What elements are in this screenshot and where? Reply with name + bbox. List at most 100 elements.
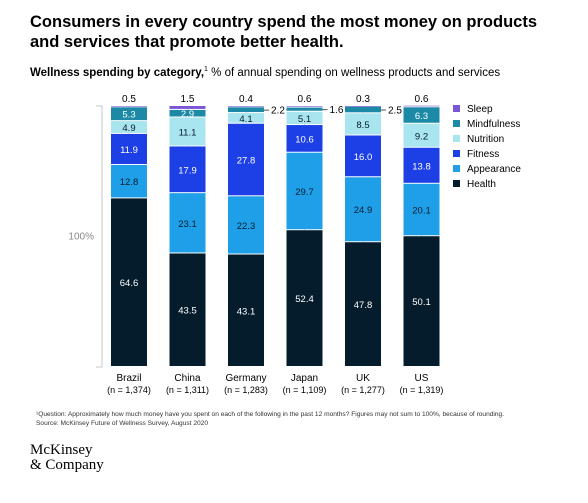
bar-segment-uk-sleep bbox=[345, 106, 381, 107]
bar-segment-china-mindfulness bbox=[169, 109, 206, 117]
subtitle-rest: % of annual spending on wellness product… bbox=[207, 66, 501, 79]
value-label-china-nutrition: 11.1 bbox=[179, 127, 197, 138]
category-label-brazil: Brazil bbox=[116, 373, 141, 384]
sample-size-china: (n = 1,311) bbox=[166, 385, 209, 395]
value-label-us-sleep: 0.6 bbox=[415, 94, 429, 105]
bar-segment-germany-health bbox=[228, 254, 264, 366]
bar-segment-brazil-fitness bbox=[111, 133, 147, 164]
value-label-china-appearance: 23.1 bbox=[178, 219, 197, 230]
legend-label-sleep: Sleep bbox=[467, 104, 493, 115]
bar-segment-us-health bbox=[403, 236, 440, 366]
value-label-brazil-nutrition: 4.9 bbox=[122, 123, 135, 134]
bar-segment-japan-health bbox=[286, 230, 323, 366]
bar-segment-brazil-mindfulness bbox=[111, 107, 147, 121]
stacked-bar-chart: 100% Brazil(n = 1,374) China(n = 1,311) Ger… bbox=[68, 94, 521, 395]
legend-label-nutrition: Nutrition bbox=[467, 134, 504, 145]
value-label-us-health: 50.1 bbox=[412, 297, 431, 308]
value-label-germany-sleep: 0.4 bbox=[239, 94, 253, 105]
bar-segment-uk-health bbox=[345, 242, 381, 366]
value-label-germany-appearance: 22.3 bbox=[237, 221, 256, 232]
value-label-germany-health: 43.1 bbox=[237, 306, 256, 317]
bar-segment-germany-mindfulness bbox=[228, 107, 264, 113]
category-label-uk: UK bbox=[356, 373, 370, 384]
category-label-germany: Germany bbox=[225, 373, 266, 384]
footnote-question: ¹Question: Approximately how much money … bbox=[36, 411, 505, 418]
bar-segment-brazil-nutrition bbox=[111, 121, 147, 133]
legend-swatch-appearance bbox=[453, 165, 460, 172]
legend-swatch-sleep bbox=[453, 105, 460, 112]
value-label-us-appearance: 20.1 bbox=[412, 206, 431, 217]
sample-size-japan: (n = 1,109) bbox=[283, 385, 327, 395]
value-label-uk-sleep: 0.3 bbox=[356, 94, 370, 105]
logo-line-1: McKinsey bbox=[30, 442, 93, 458]
footnote-source: Source: McKinsey Future of Wellness Surv… bbox=[36, 420, 209, 427]
value-label-brazil-health: 64.6 bbox=[120, 278, 139, 289]
bar-segment-japan-sleep bbox=[286, 106, 323, 107]
bar-segment-china-appearance bbox=[169, 193, 206, 253]
subtitle-footnote-marker: 1 bbox=[204, 66, 208, 73]
bar-segment-japan-nutrition bbox=[286, 111, 323, 125]
value-label-japan-fitness: 10.6 bbox=[295, 134, 314, 145]
category-label-us: US bbox=[415, 373, 429, 384]
bar-segment-japan-fitness bbox=[286, 125, 323, 152]
category-label-japan: Japan bbox=[291, 373, 318, 384]
bar-segment-china-fitness bbox=[169, 146, 206, 193]
legend-swatch-fitness bbox=[453, 150, 460, 157]
legend-label-appearance: Appearance bbox=[467, 164, 521, 175]
value-label-uk-appearance: 24.9 bbox=[354, 205, 373, 216]
value-label-uk-mindfulness: 2.5 bbox=[388, 106, 402, 117]
bar-segment-germany-nutrition bbox=[228, 113, 264, 123]
bar-segment-uk-fitness bbox=[345, 135, 381, 177]
legend-label-health: Health bbox=[467, 179, 496, 190]
value-label-brazil-sleep: 0.5 bbox=[122, 94, 136, 105]
bar-segment-germany-appearance bbox=[228, 196, 264, 254]
sample-size-uk: (n = 1,277) bbox=[341, 385, 385, 395]
value-label-us-nutrition: 9.2 bbox=[415, 131, 428, 142]
bar-segment-china-health bbox=[169, 253, 206, 366]
value-label-germany-fitness: 27.8 bbox=[237, 156, 256, 167]
value-label-uk-nutrition: 8.5 bbox=[356, 120, 369, 131]
bar-segment-brazil-health bbox=[111, 198, 147, 366]
total-bracket bbox=[96, 105, 103, 368]
value-label-us-mindfulness: 6.3 bbox=[415, 111, 428, 122]
footnotes: ¹Question: Approximately how much money … bbox=[36, 410, 576, 428]
bar-segment-japan-appearance bbox=[286, 152, 323, 230]
legend-label-mindfulness: Mindfulness bbox=[467, 119, 520, 130]
value-label-germany-mindfulness: 2.2 bbox=[271, 106, 285, 117]
sample-size-germany: (n = 1,283) bbox=[224, 385, 268, 395]
bar-segment-us-mindfulness bbox=[403, 107, 440, 123]
chart-subtitle: Wellness spending by category,1 % of ann… bbox=[30, 66, 570, 79]
bar-segment-us-sleep bbox=[403, 105, 440, 107]
mckinsey-logo: McKinsey & Company bbox=[30, 443, 104, 473]
legend-swatch-mindfulness bbox=[453, 120, 460, 127]
value-label-germany-nutrition: 4.1 bbox=[239, 114, 252, 125]
headline: Consumers in every country spend the mos… bbox=[30, 13, 538, 51]
value-label-japan-nutrition: 5.1 bbox=[298, 114, 311, 125]
value-label-china-fitness: 17.9 bbox=[178, 165, 197, 176]
value-label-china-sleep: 1.5 bbox=[181, 94, 195, 105]
bar-segment-japan-mindfulness bbox=[286, 107, 323, 111]
value-label-japan-appearance: 29.7 bbox=[295, 187, 314, 198]
value-label-brazil-fitness: 11.9 bbox=[120, 145, 138, 156]
value-label-uk-fitness: 16.0 bbox=[354, 152, 373, 163]
value-label-china-health: 43.5 bbox=[178, 306, 197, 317]
bar-segment-uk-appearance bbox=[345, 177, 381, 242]
sample-size-brazil: (n = 1,374) bbox=[107, 385, 151, 395]
category-label-china: China bbox=[174, 373, 201, 384]
value-label-japan-mindfulness: 1.6 bbox=[330, 105, 344, 116]
bar-segment-us-appearance bbox=[403, 183, 440, 236]
legend-swatch-health bbox=[453, 180, 460, 187]
total-label: 100% bbox=[68, 232, 94, 243]
bar-segment-us-fitness bbox=[403, 147, 440, 183]
value-label-us-fitness: 13.8 bbox=[412, 161, 431, 172]
sample-size-us: (n = 1,319) bbox=[400, 385, 444, 395]
bar-segment-brazil-appearance bbox=[111, 164, 147, 198]
value-label-brazil-appearance: 12.8 bbox=[120, 177, 139, 188]
legend-swatch-nutrition bbox=[453, 135, 460, 142]
subtitle-bold: Wellness spending by category, bbox=[30, 66, 205, 79]
value-label-uk-health: 47.8 bbox=[354, 300, 373, 311]
value-label-china-mindfulness: 2.9 bbox=[181, 109, 194, 120]
bar-segment-us-nutrition bbox=[403, 123, 440, 147]
value-label-brazil-mindfulness: 5.3 bbox=[122, 110, 135, 121]
bar-segment-uk-mindfulness bbox=[345, 106, 381, 113]
